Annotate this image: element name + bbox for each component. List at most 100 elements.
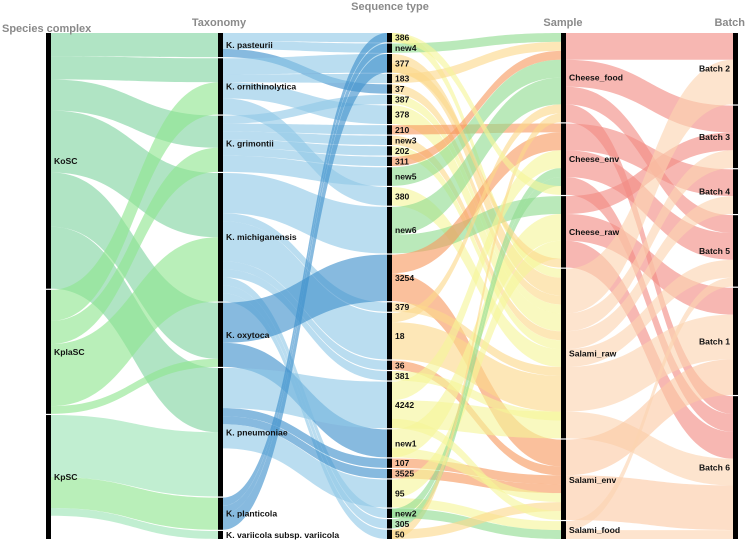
node-bar-sequence-type-new3: [387, 135, 392, 146]
node-bar-sequence-type-3525: [387, 469, 392, 479]
flow-381-to-salami-raw: [392, 371, 561, 421]
node-bar-sequence-type-387: [387, 94, 392, 105]
flow-salami-raw-to-batch-3: [566, 150, 733, 332]
node-label-cheese-env: Cheese_env: [569, 154, 619, 164]
flow-cheese-food-to-batch-2: [566, 33, 733, 60]
node-label-k-ornithinolytica: K. ornithinolytica: [226, 81, 296, 91]
node-label-305: 305: [395, 519, 410, 529]
node-label-183: 183: [395, 73, 410, 83]
node-label-new5: new5: [395, 172, 417, 182]
node-bar-species-complex-kplasc: [46, 289, 51, 414]
flow-new6-to-cheese-food: [392, 77, 561, 235]
node-bar-sample-salami-food: [561, 521, 566, 539]
node-bar-sequence-type-3254: [387, 254, 392, 302]
flow-377-to-cheese-raw: [392, 63, 561, 268]
flow-salami-env-to-batch-1: [566, 359, 733, 476]
node-bar-sequence-type-4242: [387, 381, 392, 429]
node-label-3525: 3525: [395, 469, 414, 479]
node-bar-sequence-type-381: [387, 371, 392, 381]
flow-50-to-cheese-food: [392, 113, 561, 539]
flow-new3-to-salami-raw: [392, 135, 561, 341]
node-bar-sample-salami-env: [561, 439, 566, 520]
node-label-210: 210: [395, 125, 410, 135]
node-label-50: 50: [395, 529, 405, 539]
flow-311-to-cheese-food: [392, 50, 561, 167]
node-bar-sequence-type-377: [387, 54, 392, 73]
flow-kpsc-to-k-pneumoniae: [51, 415, 218, 497]
node-label-salami-food: Salami_food: [569, 525, 620, 535]
node-bar-taxonomy-k-planticola: [218, 497, 223, 530]
flow-202-to-salami-raw: [392, 146, 561, 350]
node-bar-sequence-type-210: [387, 125, 392, 135]
node-label-k-pneumoniae: K. pneumoniae: [226, 427, 288, 437]
axis-title-sequence-type: Sequence type: [351, 1, 429, 13]
flow-new1-to-salami-env: [392, 448, 561, 503]
flow-k-pasteurii-to-new4: [223, 41, 387, 53]
node-bar-sequence-type-379: [387, 302, 392, 312]
flow-k-grimontii-to-311: [223, 147, 387, 167]
node-label-311: 311: [395, 156, 409, 166]
flow-k-ornithinolytica-to-377: [223, 54, 387, 75]
flow-k-pneumoniae-to-4242: [223, 368, 387, 429]
node-bar-sequence-type-new5: [387, 167, 392, 186]
node-label-378: 378: [395, 110, 410, 120]
flow-k-pasteurii-to-386: [223, 33, 387, 43]
node-label-95: 95: [395, 489, 405, 499]
flow-new1-to-cheese-raw: [392, 213, 561, 458]
node-label-18: 18: [395, 331, 405, 341]
node-bar-taxonomy-k-michiganensis: [218, 173, 223, 302]
node-label-kplasc: KplaSC: [54, 347, 85, 357]
flow-386-to-cheese-env: [392, 33, 561, 195]
node-label-4242: 4242: [395, 400, 414, 410]
node-label-k-planticola: K. planticola: [226, 509, 277, 519]
node-label-386: 386: [395, 33, 410, 43]
flow-salami-food-to-batch-6: [566, 530, 733, 539]
flow-k-pneumoniae-to-3525: [223, 416, 387, 479]
nodes-layer: [46, 33, 738, 539]
labels-layer: KoSC KplaSC KpSC K. pasteurii K. ornithinoly…: [54, 33, 730, 540]
flow-95-to-cheese-raw: [392, 240, 561, 499]
flow-new2-to-cheese-env: [392, 168, 561, 518]
node-bar-sequence-type-37: [387, 84, 392, 94]
node-bar-sequence-type-202: [387, 146, 392, 156]
node-bar-sequence-type-new1: [387, 429, 392, 458]
flow-3254-to-cheese-env: [392, 132, 561, 274]
node-bar-sequence-type-183: [387, 73, 392, 84]
node-bar-taxonomy-k-pasteurii: [218, 33, 223, 58]
node-bar-taxonomy-k-ornithinolytica: [218, 58, 223, 115]
node-bar-sequence-type-95: [387, 479, 392, 508]
flow-k-grimontii-to-new3: [223, 131, 387, 146]
flow-k-planticola-to-new4: [223, 43, 387, 514]
node-bar-sequence-type-386: [387, 33, 392, 43]
flow-k-michiganensis-to-381: [223, 269, 387, 381]
axis-title-taxonomy: Taxonomy: [192, 17, 247, 29]
flow-k-michiganensis-to-new6: [223, 173, 387, 254]
flow-new5-to-cheese-food: [392, 59, 561, 186]
node-label-batch-1: Batch 1: [699, 336, 730, 346]
node-label-batch-3: Batch 3: [699, 132, 730, 142]
flow-salami-raw-to-batch-2: [566, 59, 733, 314]
node-label-kpsc: KpSC: [54, 472, 77, 482]
node-label-batch-6: Batch 6: [699, 463, 730, 473]
flow-salami-raw-to-batch-1: [566, 314, 733, 412]
node-bar-species-complex-kpsc: [46, 415, 51, 539]
node-bar-sequence-type-18: [387, 312, 392, 360]
axis-title-batch: Batch: [714, 17, 745, 29]
node-label-36: 36: [395, 360, 405, 370]
flow-18-to-cheese-food: [392, 104, 561, 323]
node-label-batch-4: Batch 4: [699, 187, 730, 197]
node-label-k-variicola-subsp-variicola: K. variicola subsp. variicola: [226, 530, 339, 540]
node-bar-sample-cheese-raw: [561, 196, 566, 268]
node-bar-taxonomy-k-grimontii: [218, 115, 223, 172]
flow-k-grimontii-to-202: [223, 139, 387, 156]
flow-k-grimontii-to-new5: [223, 155, 387, 186]
node-label-batch-5: Batch 5: [699, 246, 730, 256]
node-bar-sequence-type-107: [387, 458, 392, 468]
flow-183-to-cheese-food: [392, 41, 561, 84]
node-label-new6: new6: [395, 225, 417, 235]
flow-kplasc-to-k-michiganensis: [51, 237, 218, 407]
flow-50-to-salami-env: [392, 502, 561, 539]
flow-kosc-to-k-pasteurii: [51, 33, 218, 58]
node-label-new4: new4: [395, 43, 417, 53]
